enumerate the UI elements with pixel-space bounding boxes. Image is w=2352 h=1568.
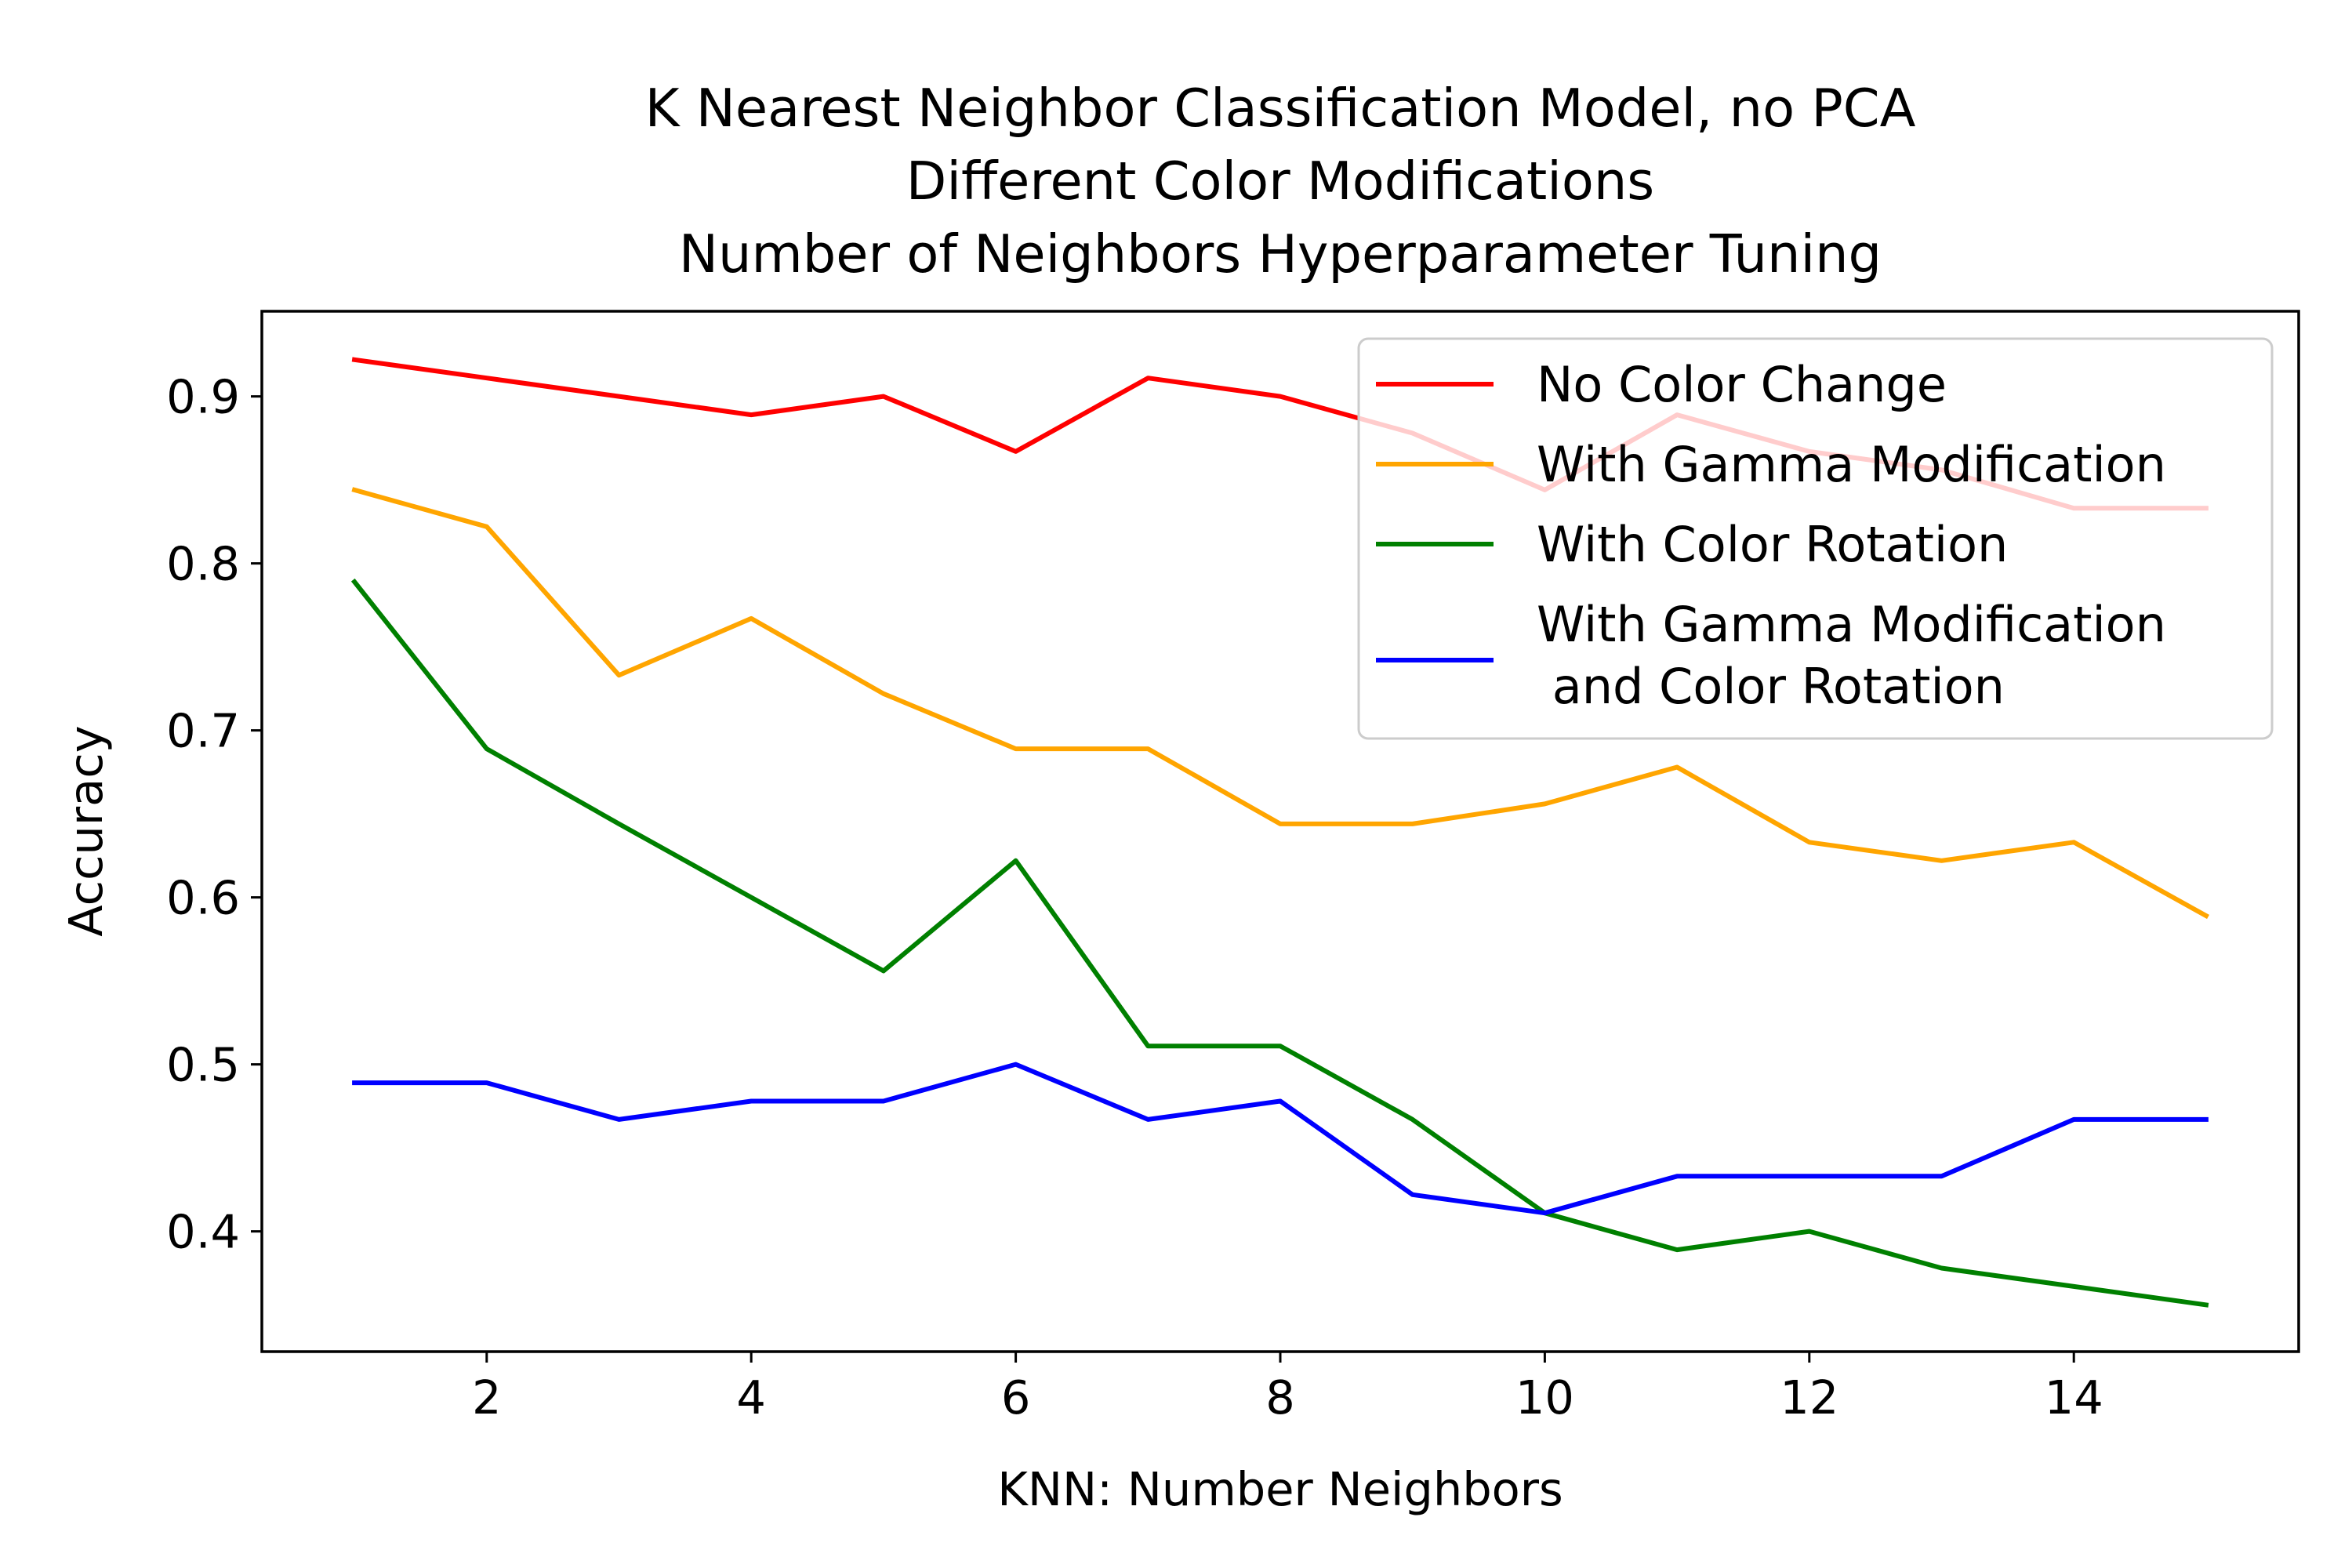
legend: No Color Change With Gamma Modification … [1357, 337, 2274, 740]
y-axis-ticks: 0.4 0.5 0.6 0.7 0.8 0.9 [166, 370, 262, 1259]
series-line-with-gamma-modification-and-color-rotation [352, 1062, 2209, 1216]
plot-frame [260, 310, 2300, 1353]
y-tick-label: 0.7 [166, 704, 240, 758]
y-tick-label: 0.5 [166, 1038, 240, 1092]
title-line-2: Different Color Modifications [906, 151, 1654, 212]
x-tick-label: 10 [1515, 1370, 1574, 1425]
legend-label-gamma-and-rotation-line-1: With Gamma Modification [1537, 596, 2166, 653]
x-axis-ticks: 2 4 6 8 10 12 14 [472, 1352, 2103, 1425]
chart-title: K Nearest Neighbor Classification Model,… [645, 78, 1916, 285]
legend-label-gamma-and-rotation-line-2: and Color Rotation [1537, 658, 2005, 715]
legend-label-color-rotation: With Color Rotation [1537, 516, 2008, 573]
x-tick-label: 6 [1001, 1370, 1031, 1425]
legend-box [1357, 337, 2274, 740]
y-tick-label: 0.6 [166, 871, 240, 925]
y-tick-label: 0.4 [166, 1205, 240, 1259]
series-line-with-color-rotation [350, 578, 2209, 1308]
x-tick-label: 14 [2045, 1370, 2103, 1425]
y-tick-label: 0.9 [166, 370, 240, 424]
title-line-1: K Nearest Neighbor Classification Model,… [645, 78, 1916, 139]
legend-label-gamma: With Gamma Modification [1537, 436, 2166, 493]
x-axis-label: KNN: Number Neighbors [997, 1462, 1563, 1516]
x-tick-label: 2 [472, 1370, 502, 1425]
y-tick-label: 0.8 [166, 537, 240, 591]
x-tick-label: 12 [1780, 1370, 1838, 1425]
legend-label-no-color-change: No Color Change [1537, 356, 1947, 413]
series-line-with-gamma-modification [351, 487, 2209, 920]
title-line-3: Number of Neighbors Hyperparameter Tunin… [679, 223, 1882, 285]
x-tick-label: 8 [1265, 1370, 1295, 1425]
y-axis-label: Accuracy [59, 725, 113, 936]
x-tick-label: 4 [736, 1370, 766, 1425]
